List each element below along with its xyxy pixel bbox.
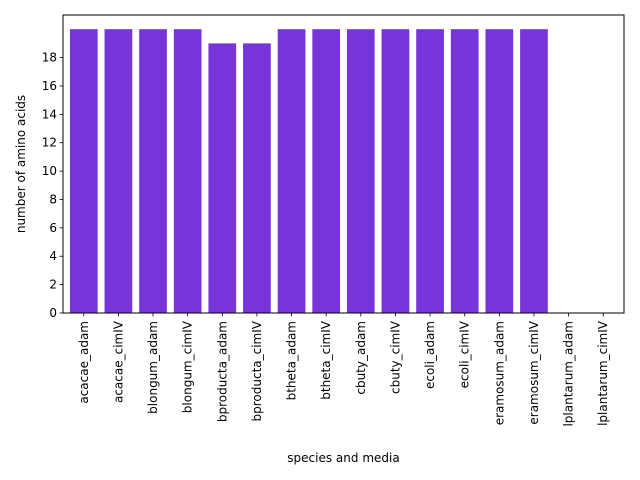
x-tick-label: cbuty_adam xyxy=(354,321,368,395)
x-ticks: acacae_adam acacae_cimIV blongum_adam blong… xyxy=(77,313,610,427)
x-tick-label: lplantarum_cimIV xyxy=(596,320,610,426)
y-tick-label: 16 xyxy=(42,79,57,93)
x-tick-label: bproducta_adam xyxy=(215,321,229,422)
x-tick-label: cbuty_cimIV xyxy=(388,320,402,394)
x-tick-label: btheta_adam xyxy=(285,321,299,400)
y-tick-label: 0 xyxy=(49,306,57,320)
bar-blongum_adam xyxy=(139,29,167,313)
x-tick-label: lplantarum_adam xyxy=(562,321,576,427)
bar-bproducta_adam xyxy=(208,43,237,313)
bar-btheta_cimIV xyxy=(312,29,341,313)
bar-ecoli_adam xyxy=(416,29,444,313)
y-tick-label: 2 xyxy=(49,278,57,292)
bar-bproducta_cimIV xyxy=(243,43,271,313)
bar-cbuty_cimIV xyxy=(381,29,410,313)
x-tick-label: blongum_cimIV xyxy=(181,320,195,413)
axes-frame xyxy=(62,14,625,314)
y-tick-label: 8 xyxy=(49,192,57,206)
bar-ecoli_cimIV xyxy=(450,29,479,313)
y-tick-label: 12 xyxy=(42,136,57,150)
bar-acacae_adam xyxy=(69,29,98,313)
bar-eramosum_cimIV xyxy=(520,29,548,313)
bars-group xyxy=(69,29,548,313)
x-tick-label: ecoli_cimIV xyxy=(458,320,472,388)
bar-acacae_cimIV xyxy=(104,29,133,313)
bar-eramosum_adam xyxy=(485,29,514,313)
x-tick-label: bproducta_cimIV xyxy=(250,320,264,421)
y-tick-label: 10 xyxy=(42,164,57,178)
x-tick-label: ecoli_adam xyxy=(423,321,437,389)
y-ticks: 0 2 4 6 8 10 12 14 16 18 xyxy=(42,51,63,320)
x-tick-label: eramosum_adam xyxy=(492,321,506,425)
x-tick-label: blongum_adam xyxy=(146,321,160,414)
bar-cbuty_adam xyxy=(346,29,375,313)
x-tick-label: acacae_adam xyxy=(77,321,91,404)
y-tick-label: 4 xyxy=(49,249,57,263)
x-tick-label: acacae_cimIV xyxy=(111,320,125,403)
y-tick-label: 6 xyxy=(49,221,57,235)
y-tick-label: 14 xyxy=(42,107,57,121)
x-axis-label: species and media xyxy=(287,451,399,465)
plot-frame xyxy=(62,14,625,314)
y-axis-label: number of amino acids xyxy=(14,95,28,233)
bar-blongum_cimIV xyxy=(173,29,202,313)
bar-btheta_adam xyxy=(277,29,306,313)
x-tick-label: eramosum_cimIV xyxy=(527,320,541,424)
x-tick-label: btheta_cimIV xyxy=(319,320,333,400)
y-tick-label: 18 xyxy=(42,51,57,65)
